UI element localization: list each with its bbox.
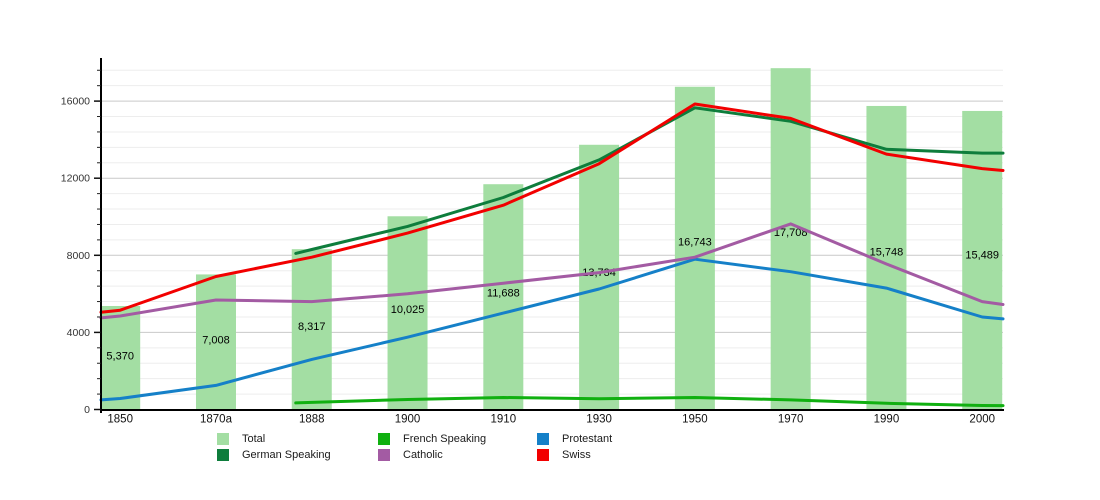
x-tick-label-1910: 1910 <box>491 414 517 426</box>
series-line-protestant <box>99 257 1005 402</box>
total-bar-1888 <box>291 249 332 410</box>
legend-label-total: Total <box>242 432 266 445</box>
bar-value-label-1950: 16,743 <box>678 237 712 249</box>
total-legend-swatch <box>217 432 229 445</box>
legend-column-1: Total German Speaking <box>217 432 331 461</box>
bar-value-label-2000: 15,489 <box>965 249 999 261</box>
series-line-swiss <box>99 102 1005 314</box>
catholic-legend-swatch <box>378 448 390 461</box>
x-tick-label-1970: 1970 <box>778 414 804 426</box>
legend-entry-protestant: Protestant <box>537 432 612 445</box>
bar-value-label-1990: 15,748 <box>870 247 904 259</box>
bar-value-label-1850: 5,370 <box>106 351 134 363</box>
protestant-legend-swatch <box>537 432 549 445</box>
legend-entry-swiss: Swiss <box>537 448 612 461</box>
x-tick-label-1888: 1888 <box>299 414 325 426</box>
legend-label-catholic: Catholic <box>403 448 443 461</box>
series-line-catholic <box>99 222 1005 320</box>
bar-value-label-1888: 8,317 <box>298 321 326 333</box>
total-bar-1850 <box>100 305 141 410</box>
x-tick-label-1990: 1990 <box>874 414 900 426</box>
legend-column-3: Protestant Swiss <box>537 432 612 461</box>
y-tick-label-16000: 16000 <box>61 96 90 108</box>
legend-entry-catholic: Catholic <box>378 448 486 461</box>
y-tick-label-8000: 8000 <box>67 250 91 262</box>
bar-value-label-1970: 17,708 <box>774 227 808 239</box>
bar-value-label-1870a: 7,008 <box>202 334 230 346</box>
total-bar-1910 <box>483 184 524 410</box>
legend-label-protestant: Protestant <box>562 432 613 445</box>
bar-value-label-1900: 10,025 <box>391 304 425 316</box>
y-tick-label-4000: 4000 <box>67 327 91 339</box>
legend-entry-total: Total <box>217 432 331 445</box>
x-tick-label-1900: 1900 <box>395 414 421 426</box>
total-bar-2000 <box>962 110 1003 410</box>
y-tick-label-12000: 12000 <box>61 173 90 185</box>
total-bar-1900 <box>387 216 428 410</box>
french-speaking-legend-swatch <box>378 432 390 445</box>
x-tick-label-1870a: 1870a <box>200 414 233 426</box>
legend-label-french-speaking: French Speaking <box>403 432 487 445</box>
legend-label-swiss: Swiss <box>562 448 591 461</box>
total-bar-1950 <box>674 86 715 410</box>
german-speaking-legend-swatch <box>217 448 229 461</box>
series-line-french-speaking <box>294 396 1005 408</box>
legend-entry-german-speaking: German Speaking <box>217 448 331 461</box>
legend-label-german-speaking: German Speaking <box>242 448 331 461</box>
bar-value-label-1910: 11,688 <box>487 287 520 299</box>
x-tick-label-1850: 1850 <box>107 414 133 426</box>
total-bar-1930 <box>579 144 620 410</box>
legend-column-2: French Speaking Catholic <box>378 432 486 461</box>
swiss-legend-swatch <box>537 448 549 461</box>
x-tick-label-1930: 1930 <box>586 414 612 426</box>
y-tick-label-0: 0 <box>84 404 90 416</box>
x-tick-label-2000: 2000 <box>969 414 995 426</box>
legend-entry-french-speaking: French Speaking <box>378 432 486 445</box>
x-tick-label-1950: 1950 <box>682 414 708 426</box>
